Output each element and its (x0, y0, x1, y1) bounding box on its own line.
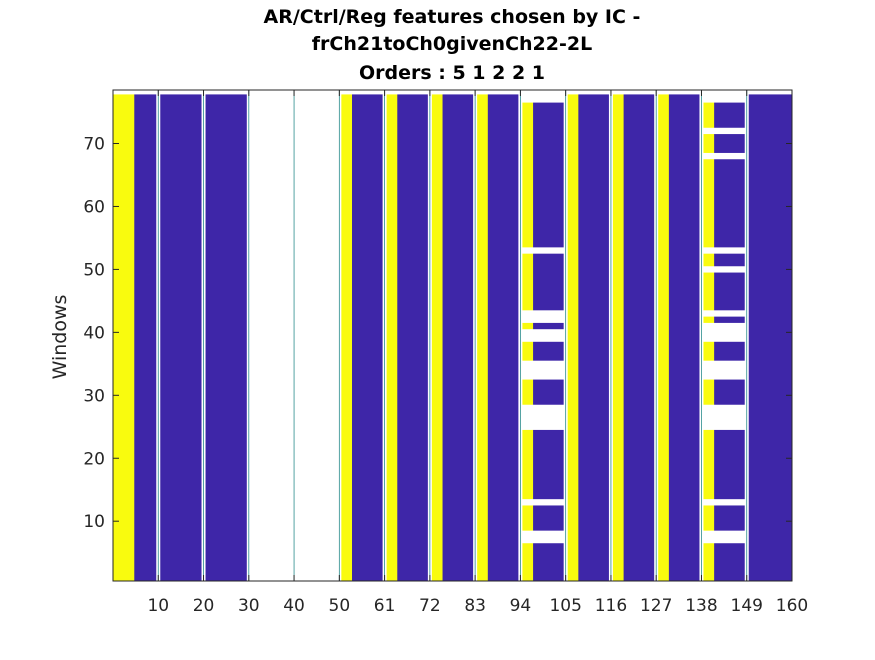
x-tick-label: 72 (419, 596, 441, 616)
column-13-gap-4 (701, 322, 747, 342)
column-4-empty (294, 90, 340, 581)
y-axis-label: Windows (49, 295, 71, 380)
column-12-selected (656, 90, 669, 581)
y-tick-label: 40 (83, 323, 105, 343)
plot-frame (112, 89, 793, 582)
column-13-gap-8 (701, 152, 747, 160)
x-tick-label: 127 (640, 596, 672, 616)
x-tick-label: 50 (329, 596, 351, 616)
y-tick-label: 30 (83, 386, 105, 406)
column-1-unselected (158, 90, 204, 581)
chart-title-line-2: frCh21toCh0givenCh22-2L (312, 33, 592, 55)
column-9-gap-3 (520, 360, 566, 380)
x-tick-label: 61 (374, 596, 396, 616)
y-tick-label: 60 (83, 197, 105, 217)
column-gaps (156, 90, 749, 581)
x-tick-label: 20 (193, 596, 215, 616)
column-2-unselected (203, 90, 249, 581)
x-tick-label: 83 (464, 596, 486, 616)
x-tick-label: 10 (147, 596, 169, 616)
column-11-selected (610, 90, 624, 581)
x-tick-label: 149 (731, 596, 763, 616)
x-tick-label: 116 (595, 596, 627, 616)
column-9-gap-6 (520, 247, 566, 254)
column-5-selected (339, 90, 353, 581)
y-tick-label: 20 (83, 449, 105, 469)
y-tick-label: 70 (83, 135, 105, 155)
chart-title-line-3: Orders : 5 1 2 2 1 (359, 62, 545, 84)
column-13-gap-9 (701, 127, 747, 135)
column-13-gap-6 (701, 266, 747, 273)
x-tick-label: 160 (776, 596, 808, 616)
column-13-gap-7 (701, 247, 747, 254)
chart-title-line-1: AR/Ctrl/Reg features chosen by IC - (264, 6, 641, 28)
column-10-selected (565, 90, 579, 581)
column-0-selected (113, 90, 135, 581)
x-tick-label: 40 (283, 596, 305, 616)
column-13-gap-3 (701, 360, 747, 380)
x-tick-label: 105 (549, 596, 581, 616)
top-empty-row (113, 90, 792, 95)
column-6-selected (384, 90, 398, 581)
x-tick-label: 94 (510, 596, 532, 616)
heatmap-cells (113, 90, 792, 581)
column-13-gap-0 (701, 530, 747, 544)
column-9-gap-5 (520, 310, 566, 323)
column-13-gap-1 (701, 499, 747, 506)
column-9-gap-4 (520, 329, 566, 342)
column-8-selected (475, 90, 488, 581)
y-tick-label: 50 (83, 260, 105, 280)
column-3-empty (248, 90, 295, 581)
y-tick-label: 10 (83, 512, 105, 532)
x-tick-label: 138 (685, 596, 717, 616)
y-axis: 10 20 30 40 50 60 70 (83, 135, 792, 532)
column-9-gap-0 (520, 530, 566, 544)
column-13-gap-2 (701, 404, 747, 430)
x-axis: 10 20 30 40 50 61 72 83 94 105 116 127 138 149 160 (147, 90, 808, 616)
column-9-gap-2 (520, 404, 566, 430)
column-14-unselected (746, 90, 792, 581)
x-tick-label: 30 (238, 596, 260, 616)
column-9-gap-1 (520, 499, 566, 506)
column-7-selected (429, 90, 443, 581)
column-13-gap-5 (701, 310, 747, 317)
